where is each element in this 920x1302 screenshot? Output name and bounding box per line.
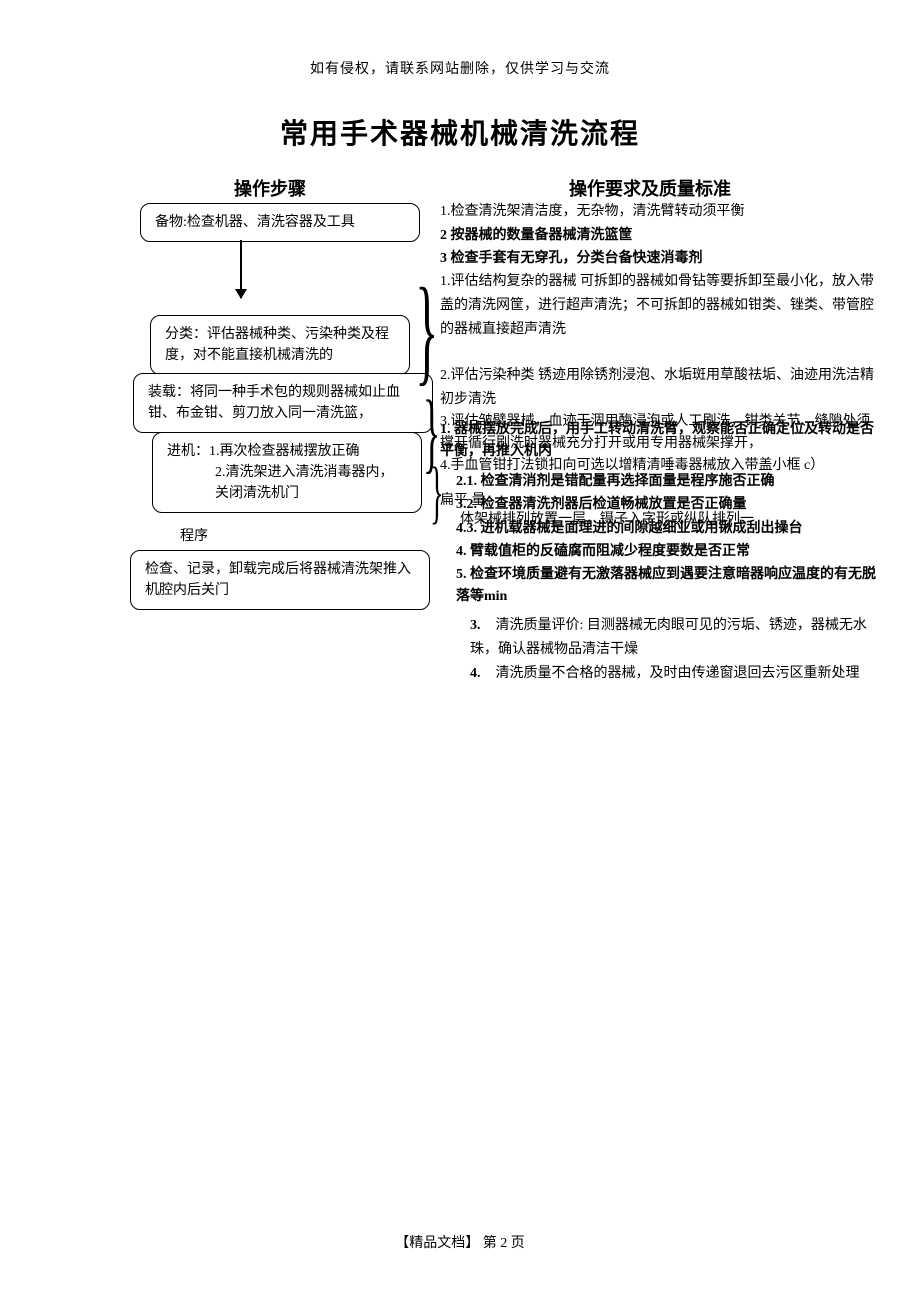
list-num-3: 3. xyxy=(470,614,492,638)
flow-box-check: 检查、记录，卸载完成后将器械清洗架推入机腔内后关门 xyxy=(130,550,430,610)
header-disclaimer: 如有侵权，请联系网站删除，仅供学习与交流 xyxy=(0,58,920,78)
flow-step-program: 程序 xyxy=(180,526,208,547)
list-text-4: 清洗质量不合格的器械，及时由传递窗退回去污区重新处理 xyxy=(496,666,860,681)
req-check-rack: 1.检查清洗架清洁度，无杂物，清洗臂转动须平衡 xyxy=(440,200,880,224)
flow-box-load: 装载：将同一种手术包的规则器械如止血钳、布金钳、剪刀放入同一清洗篮， xyxy=(133,373,433,433)
list-num-4: 4. xyxy=(470,662,492,686)
flow-box-prepare: 备物:检查机器、清洗容器及工具 xyxy=(140,203,420,242)
flow-box-load-text: 装载：将同一种手术包的规则器械如止血钳、布金钳、剪刀放入同一清洗篮， xyxy=(148,385,400,421)
req-contamination: 2.评估污染种类 锈迹用除锈剂浸泡、水垢斑用草酸祛垢、油迹用洗洁精初步清洗 xyxy=(440,364,880,412)
footer-label: 【精品文档】 xyxy=(395,1236,479,1251)
page-footer: 【精品文档】 第 2 页 xyxy=(0,1232,920,1252)
arrow-1 xyxy=(240,240,242,298)
left-column-title: 操作步骤 xyxy=(140,175,400,201)
flow-box-enter-line1: 进机：1.再次检查器械摆放正确 xyxy=(167,441,407,462)
flow-box-classify: 分类：评估器械种类、污染种类及程度，对不能直接机械清洗的 xyxy=(150,315,410,375)
flow-box-check-text: 检查、记录，卸载完成后将器械清洗架推入机腔内后关门 xyxy=(145,562,411,598)
right-column-title: 操作要求及质量标准 xyxy=(470,175,830,201)
req-basket-count: 2 按器械的数量备器械清洗篮筐 xyxy=(440,224,880,248)
flow-box-enter-line2: 2.清洗架进入清洗消毒器内，关闭清洗机门 xyxy=(167,462,407,504)
flow-box-prepare-text: 备物:检查机器、清洗容器及工具 xyxy=(155,215,355,230)
brace-1: } xyxy=(415,270,438,390)
list-item-4: 4. 清洗质量不合格的器械，及时由传递窗退回去污区重新处理 xyxy=(470,662,880,686)
overlap-line-8: 4.3. 进机载器械是面理进的间隙越细业或用锹成刮出操台 xyxy=(440,518,880,540)
flow-box-classify-text: 分类：评估器械种类、污染种类及程度，对不能直接机械清洗的 xyxy=(165,327,389,363)
main-title: 常用手术器械机械清洗流程 xyxy=(0,112,920,152)
footer-page: 第 2 页 xyxy=(483,1236,525,1251)
req-complex-instruments: 1.评估结构复杂的器械 可拆卸的器械如骨钻等要拆卸至最小化，放入带盖的清洗网筐，… xyxy=(440,270,880,341)
list-text-3: 清洗质量评价: 目测器械无肉眼可见的污垢、锈迹，器械无水珠，确认器械物品清洁干燥 xyxy=(470,618,867,657)
req-gloves: 3 检查手套有无穿孔，分类台备快速消毒剂 xyxy=(440,247,880,271)
flow-box-enter: 进机：1.再次检查器械摆放正确 2.清洗架进入清洗消毒器内，关闭清洗机门 xyxy=(152,432,422,513)
list-item-3: 3. 清洗质量评价: 目测器械无肉眼可见的污垢、锈迹，器械无水珠，确认器械物品清… xyxy=(470,614,880,662)
overlap-line-10: 5. 检查环境质量避有无激落器械应到遇要注意暗器响应温度的有无脱落等min xyxy=(440,564,880,607)
overlap-line-9: 4. 臂载值柜的反磕腐而阻减少程度要数是否正常 xyxy=(440,541,880,563)
